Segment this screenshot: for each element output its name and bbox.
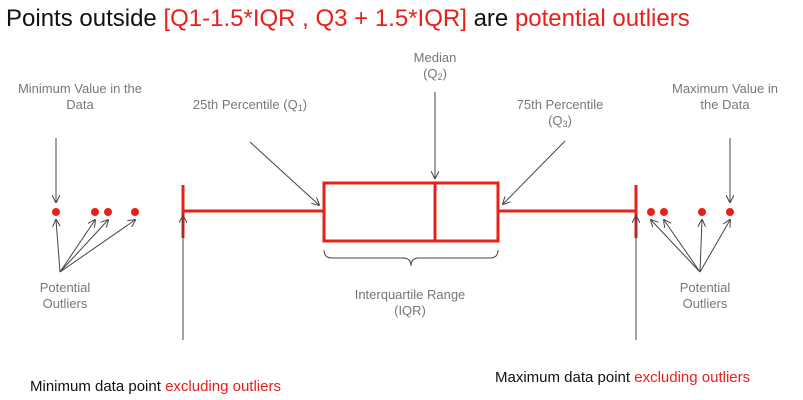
label-median: Median (Q2) [395,50,475,85]
label-75th-sub: 3 [562,119,568,129]
label-max-value-line2: the Data [700,97,750,112]
arrow-outlier-right [651,220,701,273]
label-median-sub: 2 [437,72,443,82]
arrow-q3 [503,140,566,204]
label-outliers-right-line1: Potential [679,280,731,295]
outlier-dot [698,208,706,216]
arrow-q1 [249,141,319,205]
label-max-value: Maximum Value in the Data [650,81,800,113]
label-max-value-line1: Maximum Value in [672,81,778,96]
footer-max-excluding: Maximum data point excluding outliers [495,369,750,387]
outlier-dot [131,208,139,216]
title-suffix: potential outliers [514,5,690,32]
outlier-dot [726,208,734,216]
label-min-value-line2: Data [66,97,94,112]
label-outliers-left: Potential Outliers [25,280,105,312]
label-outliers-right-line2: Outliers [682,296,728,311]
iqr-brace [323,249,499,267]
label-75th-close: ) [567,113,572,128]
label-25th-text: 25th Percentile (Q [192,97,298,112]
label-iqr-line2: (IQR) [394,303,426,318]
label-75th-percentile: 75th Percentile (Q3) [500,97,620,132]
label-75th-q: (Q3) [500,113,620,132]
iqr-box [322,181,500,243]
outlier-dot [91,208,99,216]
label-iqr-line1: Interquartile Range [354,287,466,302]
outlier-dot [660,208,668,216]
label-median-q: (Q2) [395,66,475,85]
outlier-dot [647,208,655,216]
label-median-line1: Median [413,50,457,65]
label-outliers-left-line1: Potential [39,280,91,295]
label-25th-sub: 1 [297,103,303,113]
title-mid: are [466,5,515,32]
footer-min-suffix: excluding outliers [165,378,281,395]
label-median-q-text: (Q [423,66,438,81]
label-outliers-left-line2: Outliers [42,296,88,311]
label-min-value-line1: Minimum Value in the [17,81,143,96]
footer-max-suffix: excluding outliers [634,369,751,386]
arrow-outlier-right [664,220,701,273]
arrow-outlier-left [59,220,95,273]
label-75th-line1: 75th Percentile [516,97,604,112]
outlier-dot [104,208,112,216]
arrow-outlier-right [699,220,730,273]
title-range: [Q1-1.5*IQR , Q3 + 1.5*IQR] [163,5,467,32]
footer-max-prefix: Maximum data point [495,369,635,386]
label-iqr: Interquartile Range (IQR) [330,287,490,319]
title-prefix: Points outside [6,5,164,32]
label-25th-close: ) [302,97,308,112]
label-median-close: ) [442,66,447,81]
footer-min-prefix: Minimum data point [30,378,166,395]
diagram-title: Points outside [Q1-1.5*IQR , Q3 + 1.5*IQ… [6,4,690,34]
label-75th-q-text: (Q [548,113,563,128]
arrow-outlier-left [56,220,60,273]
arrow-outlier-left [59,220,108,273]
label-min-value: Minimum Value in the Data [0,81,160,113]
arrow-outlier-left [59,220,135,273]
label-25th-percentile: 25th Percentile (Q1) [180,97,320,116]
outlier-dot [52,208,60,216]
arrow-outlier-right [700,220,702,273]
label-outliers-right: Potential Outliers [665,280,745,312]
footer-min-excluding: Minimum data point excluding outliers [30,378,281,396]
